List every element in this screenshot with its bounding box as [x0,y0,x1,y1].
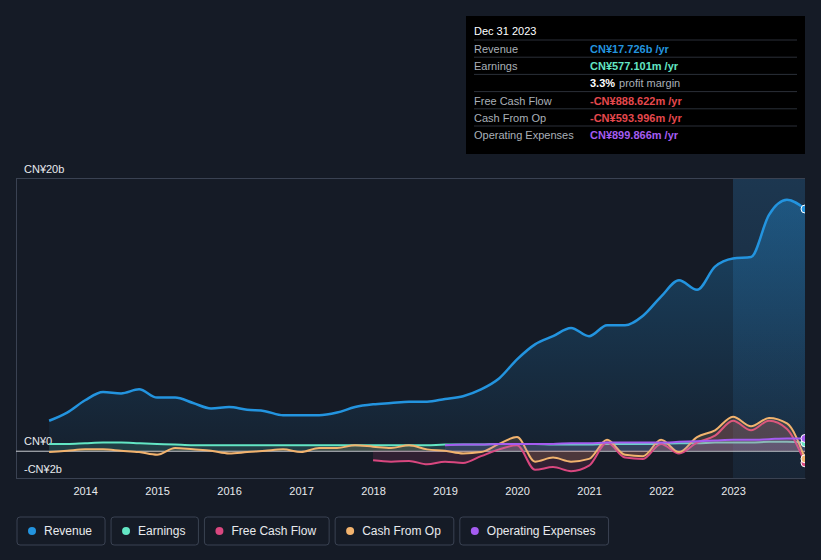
y-tick-label: CN¥20b [24,163,64,175]
x-tick-label: 2021 [577,485,601,497]
x-tick-label: 2015 [145,485,169,497]
tooltip-value: CN¥577.101m /yr [590,60,679,72]
legend-item[interactable]: Cash From Op [335,517,454,545]
grid-line [16,178,805,179]
series-area [445,438,805,450]
legend-box[interactable] [17,517,105,545]
tooltip-separator [474,57,797,58]
x-tick: 2023 [721,478,745,497]
grid-line [16,478,805,479]
end-marker [801,455,805,463]
series-area [49,417,805,462]
tooltip-title: Dec 31 2023 [474,25,536,37]
y-tick: -CN¥2b [16,463,805,479]
x-tick-label: 2018 [361,485,385,497]
legend-item[interactable]: Free Cash Flow [204,517,329,545]
legend-label: Revenue [44,524,92,538]
legend-label: Operating Expenses [487,524,596,538]
legend-item[interactable]: Earnings [111,517,198,545]
x-tick: 2021 [577,478,601,497]
legend-label: Free Cash Flow [231,524,316,538]
legend-item[interactable]: Revenue [17,517,105,545]
legend-box[interactable] [111,517,198,545]
legend-swatch [215,527,223,535]
legend: Revenue Earnings Free Cash Flow Cash From O… [17,517,609,545]
tooltip-label: Revenue [474,43,518,55]
legend-label: Earnings [138,524,185,538]
legend-swatch [28,527,36,535]
end-marker [801,205,805,213]
x-tick: 2019 [433,478,457,497]
x-tick: 2020 [505,478,529,497]
tooltip-value: CN¥899.866m /yr [590,129,679,141]
end-marker [801,434,805,442]
tooltip-separator [474,40,797,41]
x-tick: 2016 [217,478,241,497]
plot-area [49,200,805,471]
tooltip-label: Operating Expenses [474,129,574,141]
x-tick-label: 2014 [73,485,97,497]
legend-swatch [346,527,354,535]
tooltip-value: -CN¥888.622m /yr [590,95,682,107]
legend-box[interactable] [204,517,329,545]
end-markers [801,205,805,467]
x-axis-line [17,478,806,479]
legend-label: Cash From Op [362,524,441,538]
x-tick: 2018 [361,478,385,497]
tooltip-background [466,16,805,154]
tooltip: Dec 31 2023 Revenue CN¥17.726b /yr Earnings… [466,16,805,154]
y-axis: -CN¥2b CN¥0 CN¥20b [16,163,805,479]
series-line [49,200,805,421]
x-tick: 2015 [145,478,169,497]
y-axis-line [17,179,806,479]
tooltip-value: -CN¥593.996m /yr [590,112,682,124]
y-tick: CN¥20b [16,163,805,179]
legend-box[interactable] [460,517,609,545]
legend-swatch [122,527,130,535]
legend-item[interactable]: Operating Expenses [460,517,609,545]
x-tick-label: 2016 [217,485,241,497]
tooltip-text: profit margin [619,77,680,89]
x-tick-label: 2023 [721,485,745,497]
y-tick-label: CN¥0 [24,435,52,447]
x-axis: 2014 2015 2016 2017 2018 2019 2020 2021 2022 2023 [17,478,806,497]
y-tick-label: -CN¥2b [24,463,62,475]
x-tick: 2014 [73,478,97,497]
series-line [49,417,805,462]
x-tick: 2017 [289,478,313,497]
tooltip-label: Earnings [474,60,518,72]
x-tick: 2022 [649,478,673,497]
legend-box[interactable] [335,517,454,545]
x-tick-label: 2017 [289,485,313,497]
x-tick-label: 2019 [433,485,457,497]
tooltip-label: Cash From Op [474,112,546,124]
tooltip-label: Free Cash Flow [474,95,552,107]
tooltip-value: 3.3% [590,77,615,89]
tooltip-separator [474,74,797,75]
x-tick-label: 2022 [649,485,673,497]
tooltip-separator [474,126,797,127]
tooltip-separator [474,108,797,109]
legend-swatch [471,527,479,535]
x-tick-label: 2020 [505,485,529,497]
chart: -CN¥2b CN¥0 CN¥20b 2014 2015 2016 2017 2018 2019… [0,0,821,560]
series-area [49,200,805,451]
tooltip-separator [474,91,797,92]
tooltip-value: CN¥17.726b /yr [590,43,670,55]
series-line [445,438,805,445]
